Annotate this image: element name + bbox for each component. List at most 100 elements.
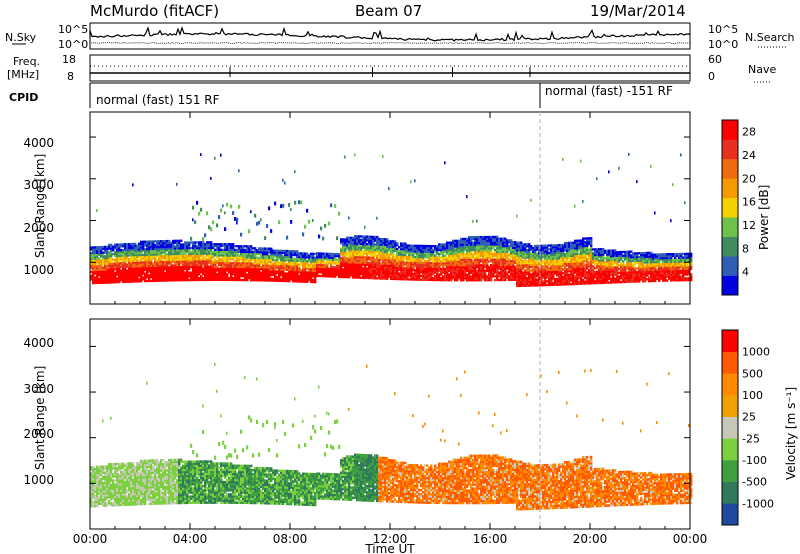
heatmap-cell — [410, 270, 413, 274]
heatmap-cell — [360, 248, 363, 251]
heatmap-cell — [338, 211, 341, 216]
heatmap-cell — [518, 273, 521, 276]
heatmap-cell — [252, 252, 255, 256]
heatmap-cell — [108, 273, 111, 277]
heatmap-cell — [416, 252, 419, 255]
heatmap-cell — [214, 258, 217, 261]
heatmap-cell — [590, 244, 593, 247]
heatmap-cell — [230, 278, 233, 282]
heatmap-cell — [286, 259, 289, 262]
heatmap-cell — [214, 271, 217, 274]
heatmap-cell — [582, 282, 585, 285]
heatmap-cell — [270, 264, 273, 267]
heatmap-cell — [436, 263, 439, 267]
heatmap-cell — [116, 243, 119, 246]
heatmap-cell — [240, 263, 243, 267]
heatmap-cell — [336, 268, 339, 271]
heatmap-cell — [482, 245, 485, 248]
heatmap-cell — [412, 252, 415, 255]
heatmap-cell — [210, 176, 212, 180]
heatmap-cell — [348, 253, 351, 256]
heatmap-cell — [234, 271, 237, 274]
heatmap-cell — [216, 250, 219, 253]
heatmap-cell — [464, 258, 467, 261]
heatmap-cell — [362, 271, 365, 274]
heatmap-cell — [586, 276, 589, 279]
heatmap-cell — [188, 258, 191, 261]
heatmap-cell — [172, 251, 175, 254]
heatmap-cell — [272, 273, 275, 277]
heatmap-cell — [514, 278, 517, 281]
heatmap-cell — [330, 266, 333, 269]
heatmap-cell — [366, 271, 369, 274]
heatmap-cell — [158, 242, 161, 245]
heatmap-cell — [440, 256, 443, 259]
heatmap-cell — [338, 262, 341, 265]
heatmap-cell — [474, 247, 477, 250]
heatmap-cell — [550, 257, 553, 260]
heatmap-cell — [240, 247, 243, 250]
heatmap-cell — [504, 276, 507, 280]
heatmap-cell — [98, 279, 101, 283]
heatmap-cell — [514, 244, 517, 248]
heatmap-cell — [154, 275, 157, 279]
heatmap-cell — [114, 258, 117, 261]
heatmap-cell — [370, 269, 373, 272]
heatmap-cell — [296, 257, 299, 261]
heatmap-cell — [218, 261, 221, 265]
heatmap-cell — [386, 260, 389, 263]
freq-label-line1: Freq. — [13, 55, 40, 68]
heatmap-cell — [328, 271, 331, 274]
heatmap-cell — [110, 256, 113, 260]
heatmap-cell — [562, 275, 565, 279]
heatmap-cell — [166, 243, 169, 246]
heatmap-cell — [528, 252, 531, 255]
heatmap-cell — [328, 275, 331, 278]
heatmap-cell — [256, 275, 259, 278]
heatmap-cell — [462, 243, 465, 246]
heatmap-cell — [280, 257, 283, 260]
heatmap-cell — [518, 275, 521, 278]
heatmap-cell — [124, 258, 127, 261]
heatmap-cell — [486, 235, 489, 239]
heatmap-cell — [112, 271, 115, 275]
heatmap-cell — [110, 273, 113, 276]
heatmap-cell — [348, 242, 351, 245]
heatmap-cell — [94, 272, 97, 275]
heatmap-cell — [510, 269, 513, 272]
heatmap-cell — [522, 249, 525, 252]
heatmap-cell — [382, 253, 385, 256]
heatmap-cell — [432, 269, 435, 272]
heatmap-cell — [526, 284, 529, 287]
heatmap-cell — [92, 259, 95, 262]
heatmap-cell — [532, 273, 535, 276]
heatmap-cell — [116, 251, 119, 254]
heatmap-cell — [274, 274, 277, 277]
heatmap-cell — [238, 263, 241, 267]
heatmap-cell — [376, 277, 379, 280]
heatmap-cell — [586, 246, 589, 249]
heatmap-cell — [186, 267, 189, 270]
heatmap-cell — [382, 275, 385, 278]
heatmap-cell — [478, 271, 481, 274]
heatmap-cell — [368, 269, 371, 272]
heatmap-cell — [548, 251, 551, 255]
heatmap-cell — [226, 243, 229, 246]
heatmap-cell — [364, 225, 366, 229]
heatmap-cell — [346, 261, 349, 264]
heatmap-cell — [300, 278, 303, 281]
heatmap-cell — [296, 259, 299, 262]
heatmap-cell — [390, 259, 393, 262]
heatmap-cell — [552, 249, 555, 253]
heatmap-cell — [588, 256, 591, 259]
heatmap-cell — [528, 246, 531, 250]
heatmap-cell — [192, 248, 195, 252]
heatmap-cell — [194, 275, 197, 278]
heatmap-cell — [418, 269, 421, 272]
heatmap-cell — [288, 276, 291, 279]
heatmap-cell — [344, 238, 347, 241]
heatmap-cell — [312, 262, 315, 265]
heatmap-cell — [508, 278, 511, 281]
heatmap-cell — [108, 281, 111, 284]
heatmap-cell — [416, 267, 419, 270]
